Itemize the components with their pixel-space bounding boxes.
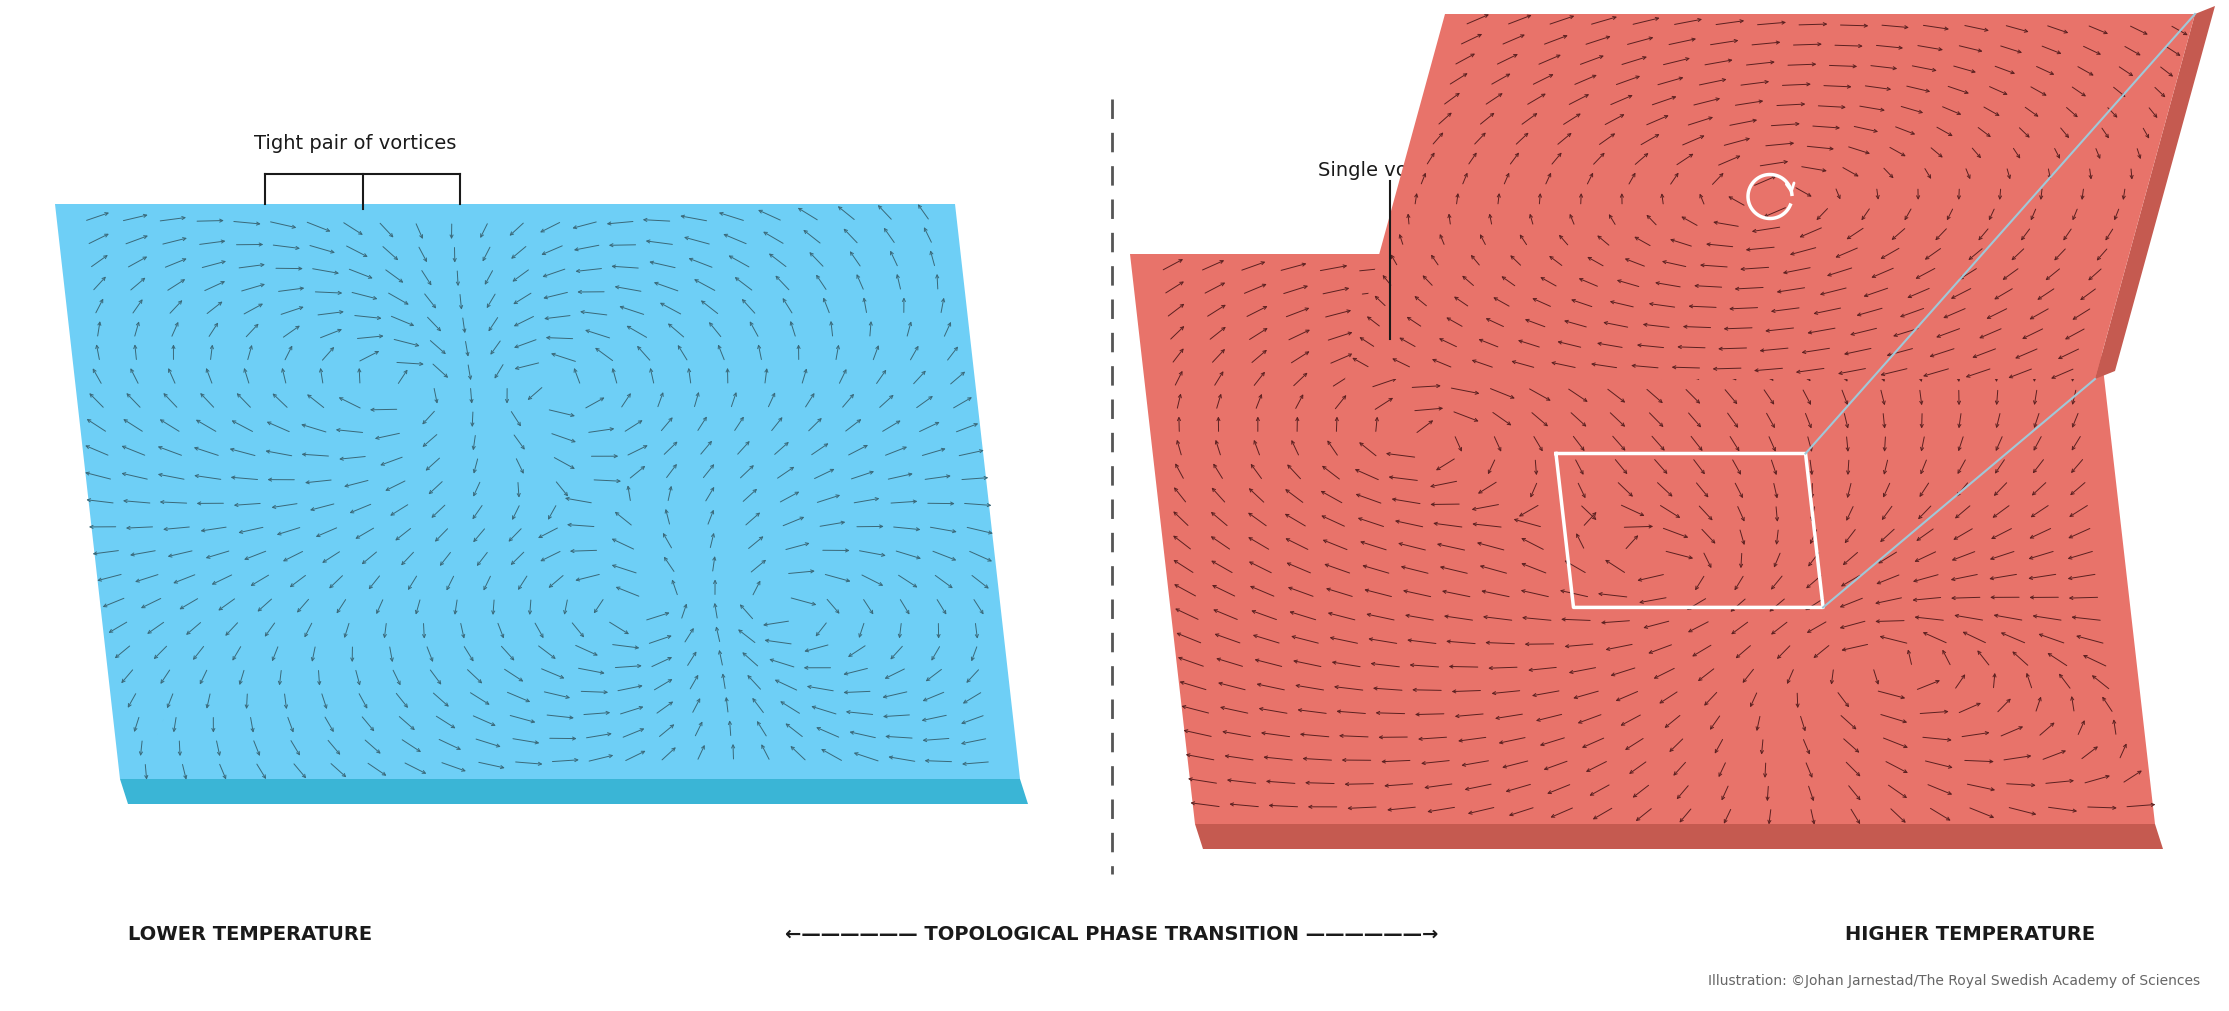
Polygon shape	[2095, 7, 2216, 379]
Text: Illustration: ©Johan Jarnestad/The Royal Swedish Academy of Sciences: Illustration: ©Johan Jarnestad/The Royal…	[1707, 973, 2200, 987]
Polygon shape	[1130, 255, 2155, 824]
Polygon shape	[56, 205, 1021, 779]
Text: ←—————— TOPOLOGICAL PHASE TRANSITION ——————→: ←—————— TOPOLOGICAL PHASE TRANSITION ———…	[785, 925, 1438, 943]
Polygon shape	[1344, 15, 2196, 379]
Text: HIGHER TEMPERATURE: HIGHER TEMPERATURE	[1846, 925, 2095, 943]
Polygon shape	[1195, 824, 2162, 849]
Text: LOWER TEMPERATURE: LOWER TEMPERATURE	[127, 925, 372, 943]
Text: Single vortices: Single vortices	[1317, 161, 1462, 180]
Polygon shape	[120, 779, 1028, 804]
Text: Tight pair of vortices: Tight pair of vortices	[254, 133, 457, 153]
